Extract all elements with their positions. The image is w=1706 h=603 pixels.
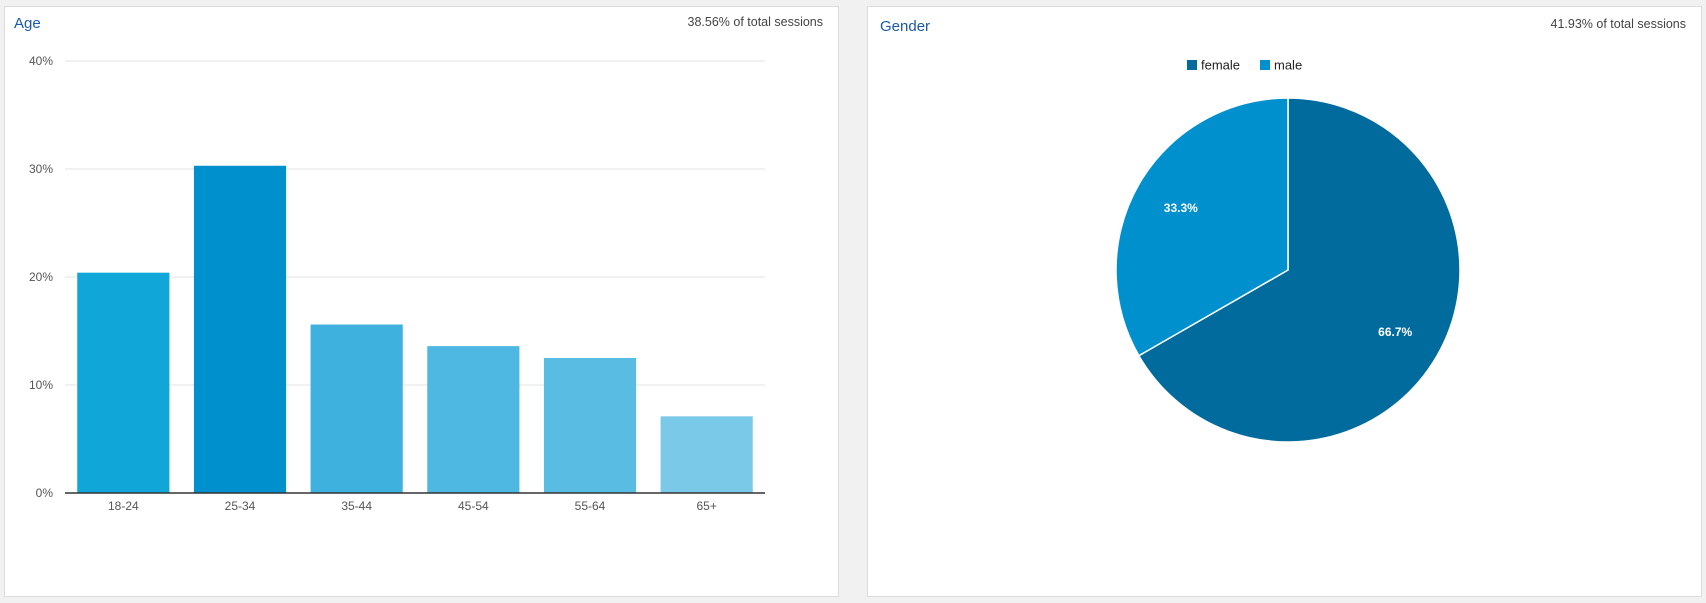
bar-55-64[interactable]	[543, 358, 637, 493]
slice-label-female: 66.7%	[1378, 325, 1412, 339]
age-panel: Age 38.56% of total sessions 0% 10% 20% 30%…	[4, 6, 839, 597]
bar-18-24[interactable]	[77, 272, 170, 493]
panel-title[interactable]: Gender	[880, 18, 931, 35]
x-tick-label: 35-44	[341, 499, 372, 513]
x-tick-label: 45-54	[458, 499, 489, 513]
bar-35-44[interactable]	[310, 324, 403, 493]
legend-swatch-male	[1260, 60, 1270, 70]
gender-pie-chart: female male 66.7% 33.3%	[1115, 58, 1461, 443]
pie-slice-male[interactable]	[1115, 97, 1289, 357]
legend-label-male[interactable]: male	[1274, 58, 1302, 73]
y-tick-label: 20%	[29, 270, 53, 284]
x-tick-label: 25-34	[225, 499, 256, 513]
sessions-note: 38.56% of total sessions	[687, 15, 824, 29]
sessions-note: 41.93% of total sessions	[1550, 17, 1687, 31]
slice-label-male: 33.3%	[1164, 201, 1198, 215]
bar-25-34[interactable]	[193, 165, 287, 493]
pie-slice-female[interactable]	[1137, 97, 1461, 443]
legend-label-female[interactable]: female	[1201, 58, 1240, 73]
age-bar-chart: 0% 10% 20% 30% 40% 18-24 25-34 35-44 45-54 55-64 6…	[29, 54, 765, 513]
legend-swatch-female	[1187, 60, 1197, 70]
x-tick-label: 55-64	[575, 499, 606, 513]
bar-65+[interactable]	[660, 416, 753, 493]
y-tick-label: 0%	[36, 486, 54, 500]
y-tick-label: 30%	[29, 162, 53, 176]
panel-title[interactable]: Age	[14, 15, 41, 32]
y-tick-label: 40%	[29, 54, 53, 68]
gender-panel: Gender 41.93% of total sessions female ma…	[867, 6, 1702, 597]
x-tick-label: 65+	[696, 499, 716, 513]
bar-45-54[interactable]	[427, 346, 520, 493]
y-tick-label: 10%	[29, 378, 53, 392]
x-tick-label: 18-24	[108, 499, 139, 513]
